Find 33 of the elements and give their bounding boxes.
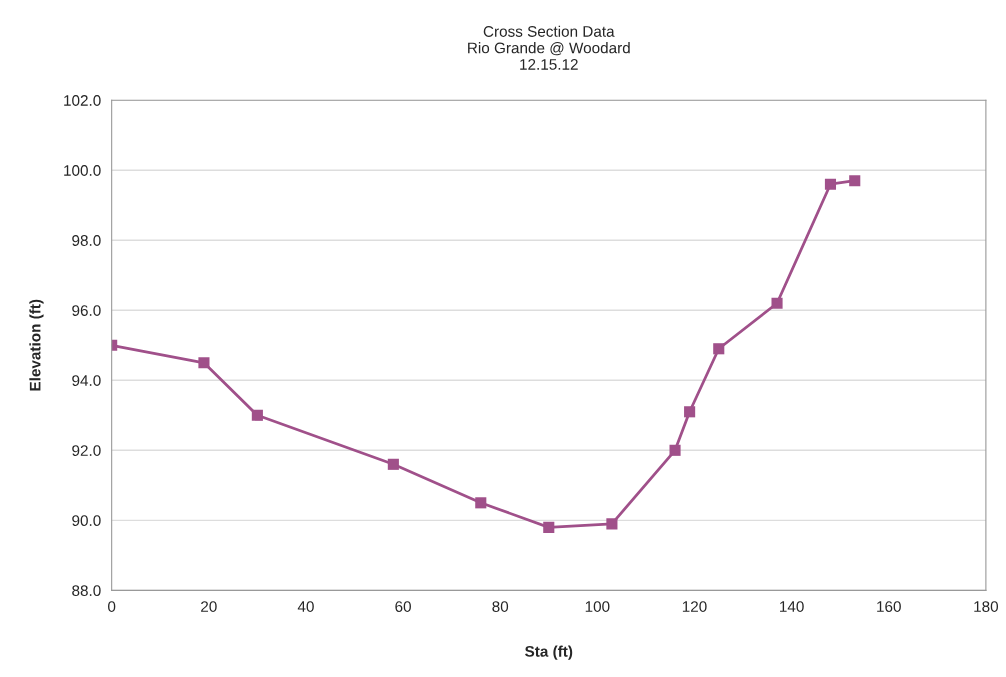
x-tick-label: 160: [877, 601, 901, 612]
x-tick-label: 80: [492, 601, 509, 612]
x-tick-label: 140: [780, 601, 804, 612]
point: [387, 458, 399, 470]
y-axis-title: Elevation (ft): [29, 299, 44, 391]
y-tick-label: 94.0: [72, 375, 101, 386]
point: [606, 518, 618, 530]
y-tick-label: 96.0: [72, 305, 101, 316]
y-tick-label: 98.0: [72, 235, 101, 246]
y-tick-label: 88.0: [72, 585, 101, 597]
x-tick-label: 20: [201, 601, 217, 612]
x-tick-label: 100: [585, 601, 610, 612]
x-tick-label: 60: [395, 601, 411, 612]
point: [475, 497, 487, 509]
x-tick-label: 120: [682, 601, 707, 612]
x-axis-title: Sta (ft): [525, 645, 573, 660]
point: [684, 406, 696, 418]
chart-title: Cross Section Data Rio Grande @ Woodard 12.15.12: [468, 25, 630, 70]
point: [849, 175, 861, 187]
x-tick-label: 180: [974, 601, 999, 612]
y-tick-label: 100.0: [64, 165, 101, 176]
point: [824, 178, 837, 190]
x-tick-label: 0: [108, 601, 116, 612]
x-tick-label: 40: [297, 601, 314, 612]
y-tick-label: 102.0: [64, 95, 101, 106]
y-tick-label: 90.0: [72, 515, 101, 527]
point: [251, 409, 263, 421]
y-tick-label: 92.0: [72, 445, 101, 456]
point: [669, 444, 681, 456]
point: [198, 357, 210, 369]
point: [713, 343, 725, 355]
point: [771, 297, 783, 309]
point: [543, 521, 555, 533]
